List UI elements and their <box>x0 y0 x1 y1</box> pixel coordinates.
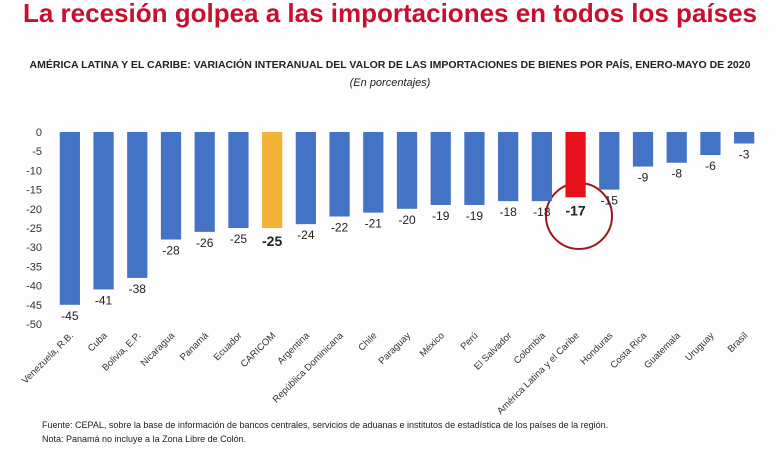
bar <box>59 132 80 305</box>
bar <box>565 132 586 198</box>
bar <box>599 132 620 190</box>
value-label: -18 <box>533 205 551 219</box>
value-label: -20 <box>398 213 416 227</box>
value-label: -25 <box>230 232 248 246</box>
x-tick-label: Ecuador <box>212 330 245 363</box>
x-tick-label: Cuba <box>86 330 110 354</box>
value-label: -18 <box>499 205 517 219</box>
y-tick-label: -5 <box>32 146 42 158</box>
x-tick-label: Nicaragua <box>139 330 178 369</box>
footnote: Nota: Panamá no incluye a la Zona Libre … <box>42 434 246 444</box>
y-tick-label: -25 <box>26 223 42 235</box>
bar <box>93 132 114 290</box>
bar <box>666 132 687 163</box>
bar <box>632 132 654 167</box>
x-tick-label: Chile <box>356 330 379 353</box>
value-label: -19 <box>432 209 450 223</box>
bar <box>363 132 384 213</box>
value-label: -8 <box>671 167 682 181</box>
value-label: -28 <box>162 244 180 258</box>
value-label: -26 <box>196 236 214 250</box>
x-tick-label: Panamá <box>178 330 211 363</box>
value-label: -24 <box>297 228 315 242</box>
unit-note: (En porcentajes) <box>350 77 431 89</box>
value-label: -3 <box>739 148 750 162</box>
bar <box>700 132 721 156</box>
y-tick-label: -20 <box>26 204 42 216</box>
x-tick-label: Venezuela, R.B. <box>20 330 76 386</box>
bar <box>194 132 215 232</box>
value-label: -19 <box>466 209 484 223</box>
bar <box>329 132 350 217</box>
value-label: -15 <box>601 194 619 208</box>
bar <box>295 132 316 225</box>
value-label: -25 <box>262 233 282 249</box>
x-tick-label: México <box>418 330 447 359</box>
y-tick-label: -15 <box>26 185 42 197</box>
bar <box>228 132 249 228</box>
x-tick-label: CARICOM <box>239 330 279 370</box>
y-tick-label: -50 <box>26 319 42 331</box>
bar <box>160 132 182 240</box>
value-label: -38 <box>129 282 147 296</box>
x-tick-label: Guatemala <box>642 330 683 371</box>
bar <box>734 132 755 144</box>
y-tick-label: -40 <box>26 281 42 293</box>
x-tick-label: Uruguay <box>683 330 716 363</box>
bar <box>464 132 485 205</box>
bar <box>430 132 451 205</box>
bar <box>531 132 552 202</box>
value-label: -41 <box>95 293 113 307</box>
y-tick-label: -35 <box>26 261 42 273</box>
y-tick-label: -45 <box>26 300 42 312</box>
bar <box>396 132 418 209</box>
chart-title: La recesión golpea a las importaciones e… <box>23 0 757 28</box>
value-label: -9 <box>638 171 649 185</box>
footnote: Fuente: CEPAL, sobre la base de informac… <box>42 420 608 430</box>
x-tick-label: Brasil <box>726 330 751 355</box>
y-tick-label: -30 <box>26 242 42 254</box>
bar <box>498 132 519 202</box>
value-label: -6 <box>705 159 716 173</box>
bar <box>262 132 283 228</box>
value-label: -45 <box>61 309 79 323</box>
y-tick-label: 0 <box>36 127 42 139</box>
chart-subtitle: AMÉRICA LATINA Y EL CARIBE: VARIACIÓN IN… <box>30 58 751 71</box>
bar <box>127 132 148 278</box>
x-tick-label: Perú <box>459 330 481 352</box>
y-tick-label: -10 <box>26 165 42 177</box>
x-tick-label: Paraguay <box>377 330 414 367</box>
value-label: -21 <box>365 217 383 231</box>
value-label: -17 <box>565 202 585 218</box>
value-label: -22 <box>331 220 349 234</box>
